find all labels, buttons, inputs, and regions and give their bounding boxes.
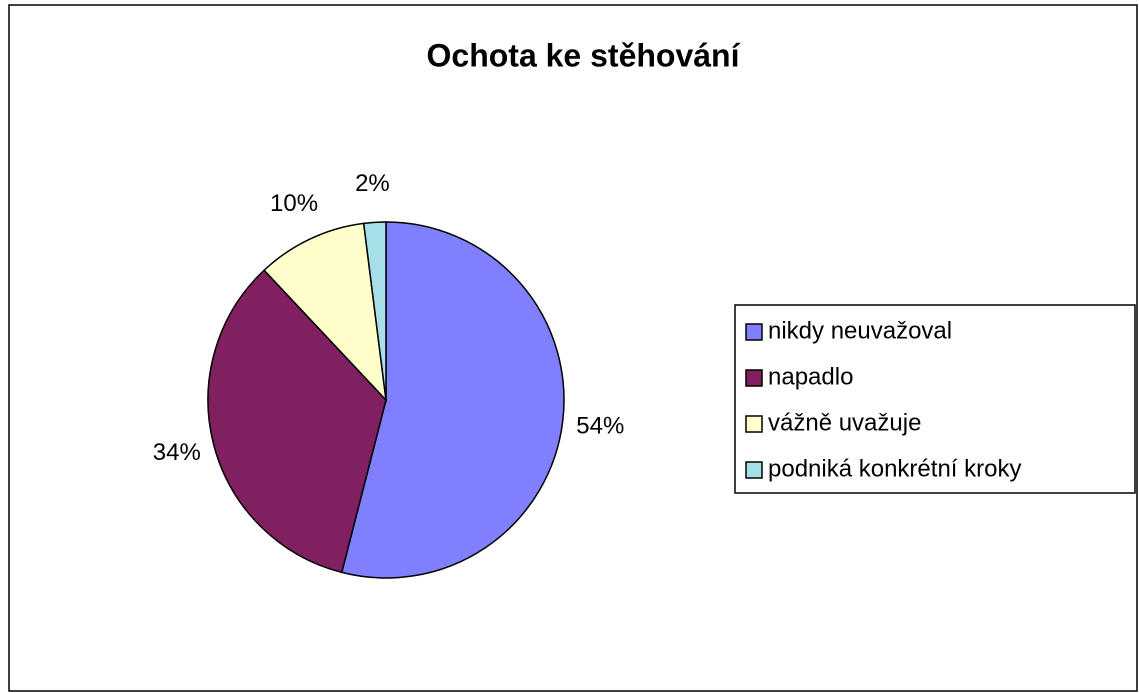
legend-label: podniká konkrétní kroky (768, 455, 1021, 482)
legend-swatch (745, 461, 763, 479)
legend-label: vážně uvažuje (768, 409, 921, 436)
chart-title: Ochota ke stěhování (427, 37, 741, 73)
data-label: 2% (355, 170, 390, 197)
data-label: 54% (576, 412, 624, 439)
legend-swatch (745, 415, 763, 433)
legend-label: nikdy neuvažoval (768, 317, 952, 344)
legend-swatch (745, 323, 763, 341)
legend-swatch (745, 369, 763, 387)
legend-label: napadlo (768, 363, 853, 390)
pie-slice (263, 222, 388, 403)
data-label: 34% (153, 439, 201, 466)
pie-slice (340, 221, 565, 579)
pie-slice (362, 221, 387, 401)
legend-box (734, 304, 1136, 494)
pie-slice (207, 269, 387, 574)
data-label: 10% (270, 190, 318, 217)
